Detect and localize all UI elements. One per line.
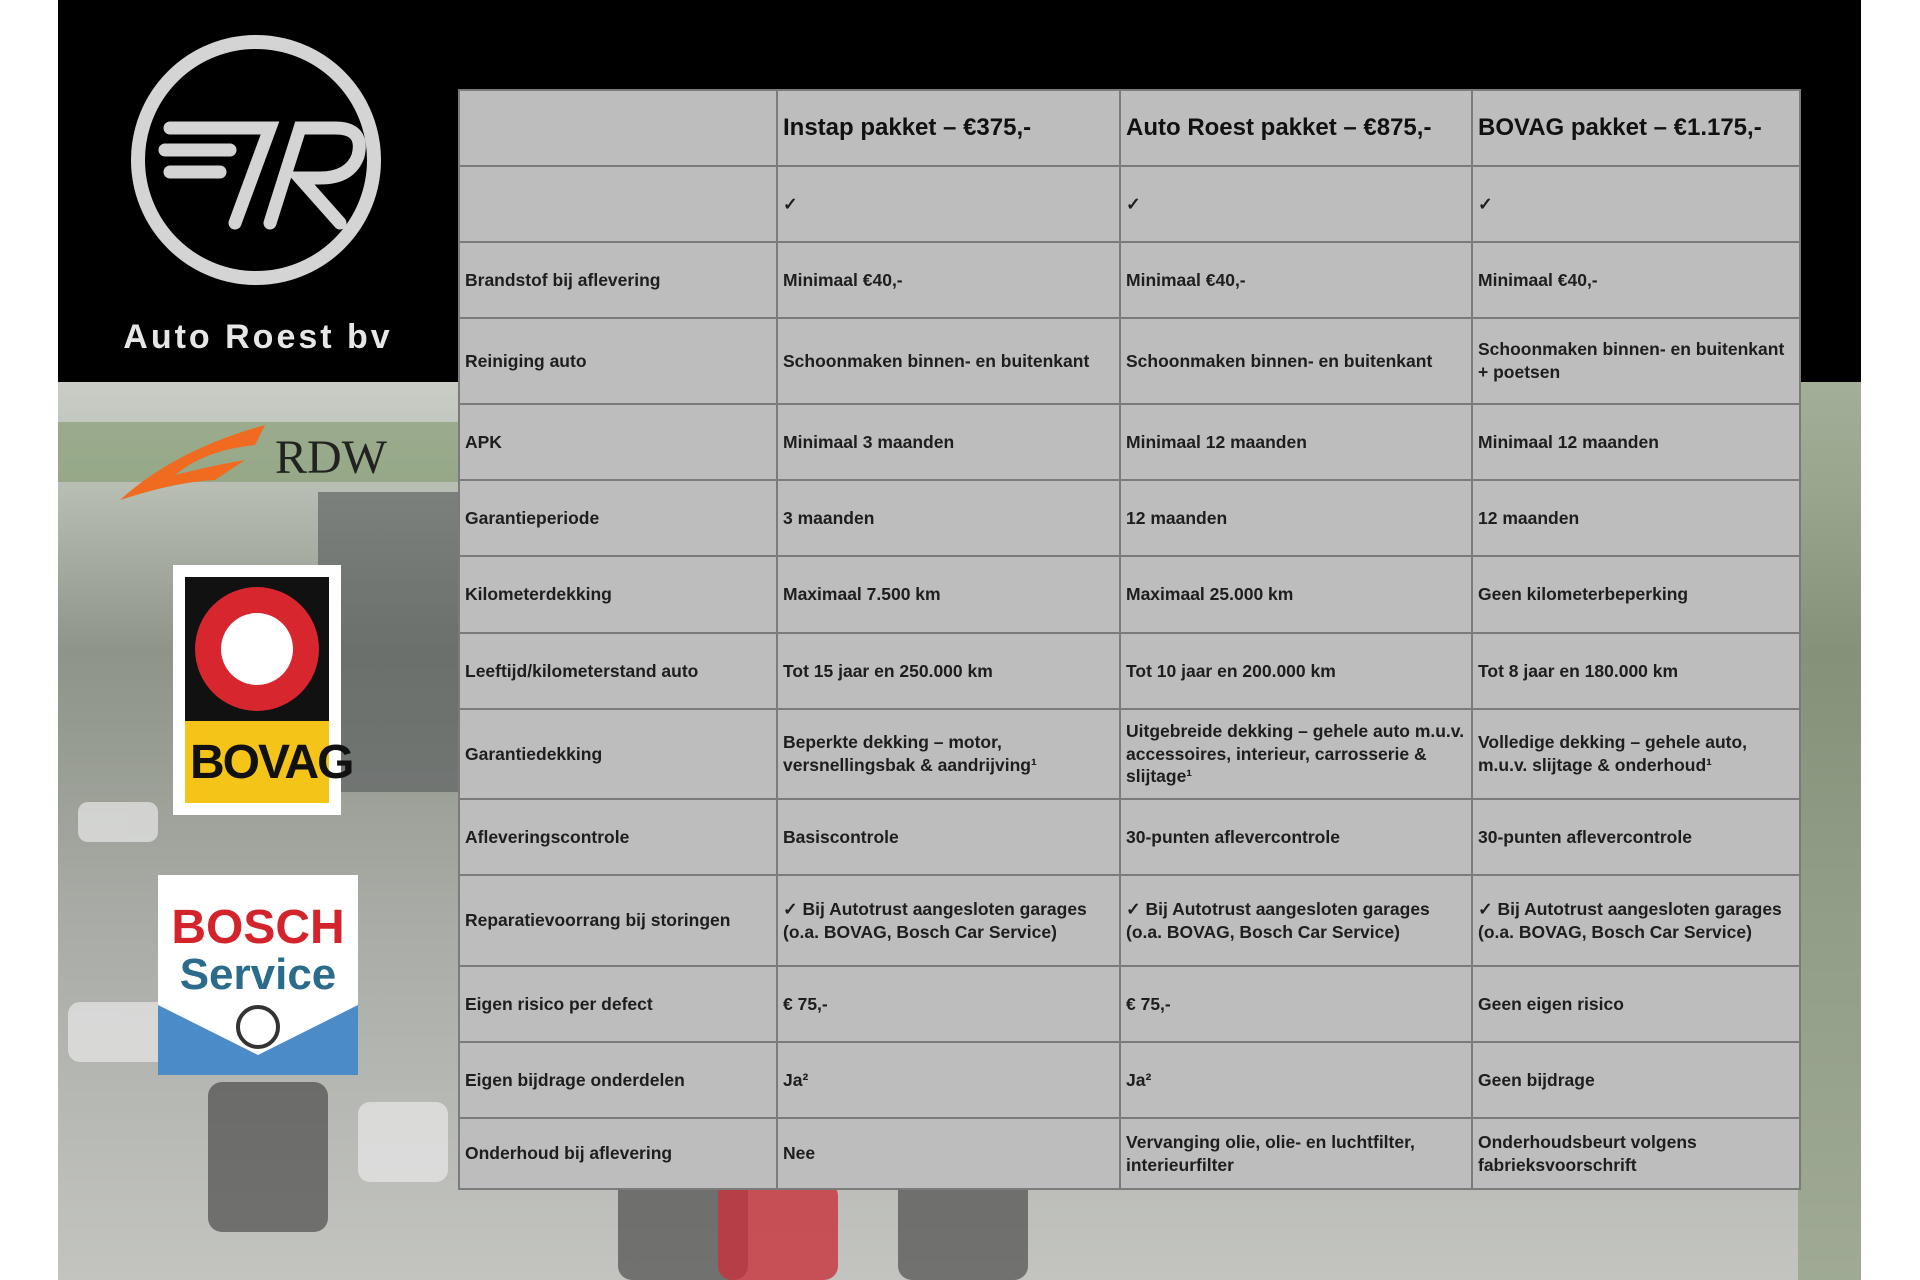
header-row: Instap pakket – €375,- Auto Roest pakket … <box>458 89 1801 167</box>
table-cell: Maximaal 7.500 km <box>776 555 1121 634</box>
check-row: ✓ ✓ ✓ <box>458 165 1801 243</box>
column-header: BOVAG pakket – €1.175,- <box>1471 89 1801 167</box>
table-cell: Schoonmaken binnen- en buitenkant <box>1119 317 1473 405</box>
table-cell: Tot 8 jaar en 180.000 km <box>1471 632 1801 710</box>
table-cell: Geen eigen risico <box>1471 965 1801 1043</box>
table-cell: € 75,- <box>1119 965 1473 1043</box>
row-label: Garantieperiode <box>458 479 778 557</box>
table-cell: Minimaal 3 maanden <box>776 403 1121 481</box>
corner-cell <box>458 89 778 167</box>
bosch-service: Service <box>179 950 337 999</box>
column-header: Auto Roest pakket – €875,- <box>1119 89 1473 167</box>
table-cell: Nee <box>776 1117 1121 1190</box>
table-cell: Ja² <box>1119 1041 1473 1119</box>
row-label: Garantiedekking <box>458 708 778 800</box>
row-label: Kilometerdekking <box>458 555 778 634</box>
row-label: Afleveringscontrole <box>458 798 778 876</box>
row-label: Onderhoud bij aflevering <box>458 1117 778 1190</box>
check-cell: ✓ <box>1471 165 1801 243</box>
table-row: Afleveringscontrole Basiscontrole 30-punte… <box>458 798 1801 876</box>
table-cell: Tot 15 jaar en 250.000 km <box>776 632 1121 710</box>
table-cell: € 75,- <box>776 965 1121 1043</box>
table-cell: ✓ Bij Autotrust aangesloten garages (o.a… <box>1471 874 1801 967</box>
bosch-text: BOSCH <box>171 901 345 954</box>
table-row: Reiniging auto Schoonmaken binnen- en bui… <box>458 317 1801 405</box>
table-cell: Maximaal 25.000 km <box>1119 555 1473 634</box>
table-cell: Minimaal €40,- <box>1119 241 1473 319</box>
table-row: Kilometerdekking Maximaal 7.500 km Maximaa… <box>458 555 1801 634</box>
table-cell: Geen kilometerbeperking <box>1471 555 1801 634</box>
table-row: Garantiedekking Beperkte dekking – motor,… <box>458 708 1801 800</box>
column-header: Instap pakket – €375,- <box>776 89 1121 167</box>
table-row: Reparatievoorrang bij storingen ✓ Bij Aut… <box>458 874 1801 967</box>
table-cell: 30-punten aflevercontrole <box>1119 798 1473 876</box>
row-label: APK <box>458 403 778 481</box>
row-label: Eigen risico per defect <box>458 965 778 1043</box>
table-cell: Onderhoudsbeurt volgens fabrieksvoorschr… <box>1471 1117 1801 1190</box>
bovag-text: BOVAG <box>190 736 354 789</box>
row-label: Brandstof bij aflevering <box>458 241 778 319</box>
table-cell: Geen bijdrage <box>1471 1041 1801 1119</box>
table-cell: Beperkte dekking – motor, versnellingsba… <box>776 708 1121 800</box>
table-cell: 30-punten aflevercontrole <box>1471 798 1801 876</box>
table-cell: 3 maanden <box>776 479 1121 557</box>
bosch-logo <box>158 875 358 1075</box>
table-cell: ✓ Bij Autotrust aangesloten garages (o.a… <box>776 874 1121 967</box>
table-cell: Minimaal €40,- <box>776 241 1121 319</box>
bovag-logo <box>173 565 341 815</box>
table-cell: Vervanging olie, olie- en luchtfilter, i… <box>1119 1117 1473 1190</box>
table-row: Onderhoud bij aflevering Nee Vervanging ol… <box>458 1117 1801 1190</box>
row-label: Reparatievoorrang bij storingen <box>458 874 778 967</box>
check-cell: ✓ <box>776 165 1121 243</box>
table-row: Eigen risico per defect € 75,- € 75,- Geen … <box>458 965 1801 1043</box>
table-cell: 12 maanden <box>1471 479 1801 557</box>
table-row: Leeftijd/kilometerstand auto Tot 15 jaar … <box>458 632 1801 710</box>
row-label: Reiniging auto <box>458 317 778 405</box>
table-cell: Minimaal €40,- <box>1471 241 1801 319</box>
table-cell: Volledige dekking – gehele auto, m.u.v. … <box>1471 708 1801 800</box>
package-table: Instap pakket – €375,- Auto Roest pakket … <box>458 89 1801 1190</box>
table-row: APK Minimaal 3 maanden Minimaal 12 maanden… <box>458 403 1801 481</box>
table-cell: 12 maanden <box>1119 479 1473 557</box>
table-cell: Minimaal 12 maanden <box>1119 403 1473 481</box>
table-cell: Uitgebreide dekking – gehele auto m.u.v.… <box>1119 708 1473 800</box>
table-row: Eigen bijdrage onderdelen Ja² Ja² Geen bijd… <box>458 1041 1801 1119</box>
table-cell: Minimaal 12 maanden <box>1471 403 1801 481</box>
row-label: Eigen bijdrage onderdelen <box>458 1041 778 1119</box>
check-cell: ✓ <box>1119 165 1473 243</box>
empty-label-cell <box>458 165 778 243</box>
logo-mark <box>131 35 381 285</box>
row-label: Leeftijd/kilometerstand auto <box>458 632 778 710</box>
rdw-text: RDW <box>275 431 387 484</box>
rdw-logo <box>120 425 265 500</box>
table-row: Brandstof bij aflevering Minimaal €40,- Mi… <box>458 241 1801 319</box>
table-cell: Tot 10 jaar en 200.000 km <box>1119 632 1473 710</box>
table-row: Garantieperiode 3 maanden 12 maanden 12 maa… <box>458 479 1801 557</box>
table-cell: Schoonmaken binnen- en buitenkant + poet… <box>1471 317 1801 405</box>
table-cell: Schoonmaken binnen- en buitenkant <box>776 317 1121 405</box>
table-cell: Basiscontrole <box>776 798 1121 876</box>
brand-name: Auto Roest bv <box>123 318 393 356</box>
table-cell: Ja² <box>776 1041 1121 1119</box>
table-cell: ✓ Bij Autotrust aangesloten garages (o.a… <box>1119 874 1473 967</box>
